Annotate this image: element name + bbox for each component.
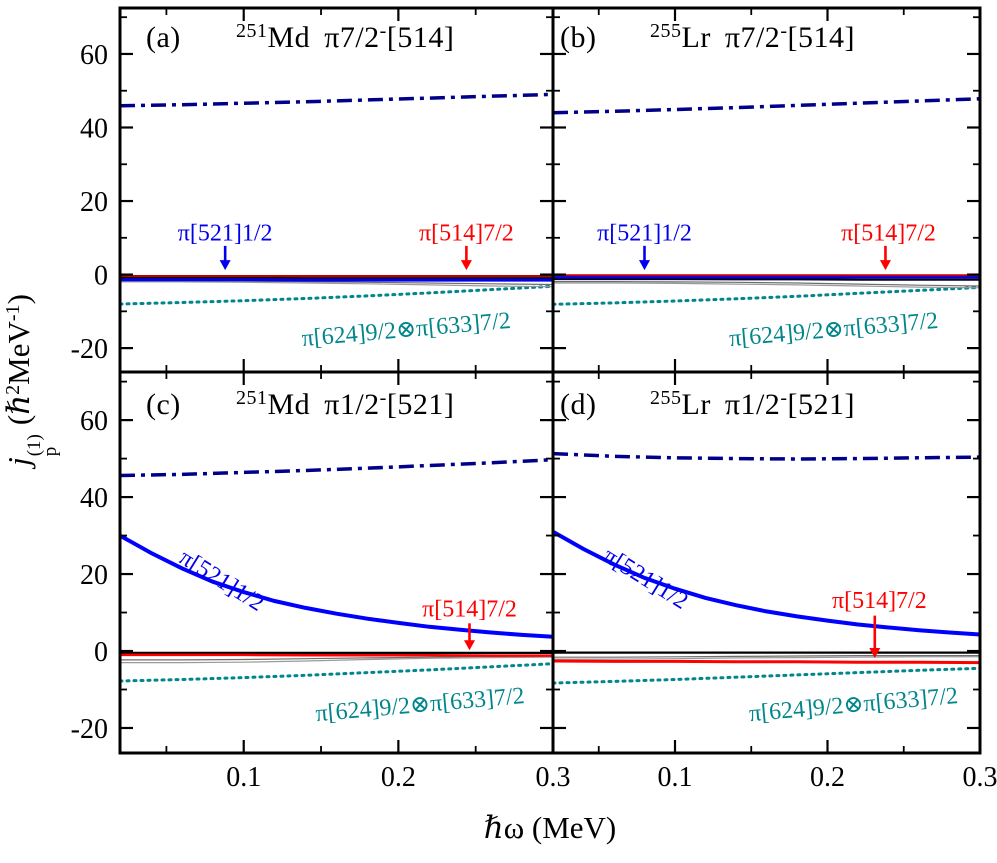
annotation-label: π[514]7/2 bbox=[419, 220, 514, 246]
ytick-label: 20 bbox=[80, 560, 108, 591]
series-gray-2 bbox=[120, 281, 554, 288]
series-navy-dashdot bbox=[119, 457, 554, 478]
panel-border-d bbox=[551, 370, 982, 755]
panel-title-c: (c) 251Md π1/2-[521] bbox=[146, 387, 454, 422]
series-teal-dotted bbox=[118, 662, 555, 683]
ytick-label: 40 bbox=[80, 483, 108, 514]
annotation-label: π[521]1/2 bbox=[178, 220, 273, 246]
xtick-label: 0.2 bbox=[381, 762, 416, 793]
annotation-label: π[624]9/2⊗π[633]7/2 bbox=[748, 683, 959, 727]
annotation-arrow-head bbox=[219, 260, 231, 271]
annotation-label: π[514]7/2 bbox=[832, 588, 927, 614]
panel-label: (a) bbox=[146, 21, 181, 54]
xtick-label: 0.2 bbox=[810, 762, 845, 793]
series-gray-2 bbox=[120, 656, 554, 664]
panel-label: (b) bbox=[560, 21, 597, 54]
ytick-label: -20 bbox=[71, 334, 108, 365]
y-axis-label: j (1) p (ℏ2MeV-1) bbox=[1, 294, 61, 466]
series-teal-dotted bbox=[551, 666, 982, 685]
series-navy-dashdot bbox=[119, 92, 554, 108]
panel-label: (c) bbox=[146, 388, 181, 421]
annotation-label: π[521]1/2 bbox=[597, 220, 692, 246]
annotation-arrow-head bbox=[879, 260, 891, 271]
panel-title-a: (a) 251Md π7/2-[514] bbox=[146, 20, 454, 55]
panel-config: 255Lr π1/2-[521] bbox=[650, 387, 855, 421]
series-gray-1 bbox=[553, 654, 980, 658]
series-teal-dotted bbox=[551, 285, 982, 306]
ytick-label: 60 bbox=[80, 406, 108, 437]
ytick-label: 20 bbox=[80, 187, 108, 218]
ytick-label: -20 bbox=[71, 714, 108, 745]
panel-label: (d) bbox=[560, 388, 597, 421]
series-blue-thick bbox=[552, 529, 981, 637]
ytick-label: 0 bbox=[94, 261, 108, 292]
series-gray-2 bbox=[553, 656, 980, 660]
series-teal-dotted bbox=[118, 284, 555, 306]
panel-title-b: (b) 255Lr π7/2-[514] bbox=[560, 20, 855, 55]
annotation-arrow-head bbox=[463, 640, 475, 651]
annotation-label: π[624]9/2⊗π[633]7/2 bbox=[301, 308, 512, 352]
annotation-label: π[514]7/2 bbox=[422, 597, 517, 623]
annotation-arrow-head bbox=[869, 647, 881, 658]
xtick-label: 0.1 bbox=[658, 762, 693, 793]
annotation-arrow-head bbox=[460, 260, 472, 271]
series-navy-dashdot bbox=[552, 451, 981, 461]
series-navy-dashdot bbox=[552, 97, 981, 115]
annotation-label: π[624]9/2⊗π[633]7/2 bbox=[315, 683, 526, 727]
ytick-label: 40 bbox=[80, 113, 108, 144]
annotation-label: π[514]7/2 bbox=[841, 220, 936, 246]
annotation-label: π[521]1/2 bbox=[598, 543, 692, 615]
series-red-flat bbox=[120, 653, 553, 657]
annotation-label: π[521]1/2 bbox=[174, 545, 268, 617]
series-blue-thick bbox=[119, 533, 554, 639]
x-axis-label: ℏω (MeV) bbox=[483, 810, 617, 845]
ytick-label: 60 bbox=[80, 40, 108, 71]
xtick-label: 0.1 bbox=[226, 762, 261, 793]
series-gray-1 bbox=[553, 281, 981, 287]
xtick-label: 0.3 bbox=[536, 762, 571, 793]
panel-config: 251Md π1/2-[521] bbox=[236, 387, 455, 421]
series-red-flat bbox=[552, 659, 981, 665]
series-gray-2 bbox=[553, 282, 981, 289]
ytick-label: 0 bbox=[94, 637, 108, 668]
annotation-arrow-head bbox=[639, 260, 650, 271]
series-black-flat bbox=[553, 277, 980, 281]
panel-config: 255Lr π7/2-[514] bbox=[650, 20, 855, 54]
panel-title-d: (d) 255Lr π1/2-[521] bbox=[560, 387, 855, 422]
jp-super-sub: (1) p bbox=[24, 434, 61, 457]
panel-config: 251Md π7/2-[514] bbox=[236, 20, 455, 54]
annotation-label: π[624]9/2⊗π[633]7/2 bbox=[728, 308, 939, 352]
xtick-label: 0.3 bbox=[963, 762, 997, 793]
